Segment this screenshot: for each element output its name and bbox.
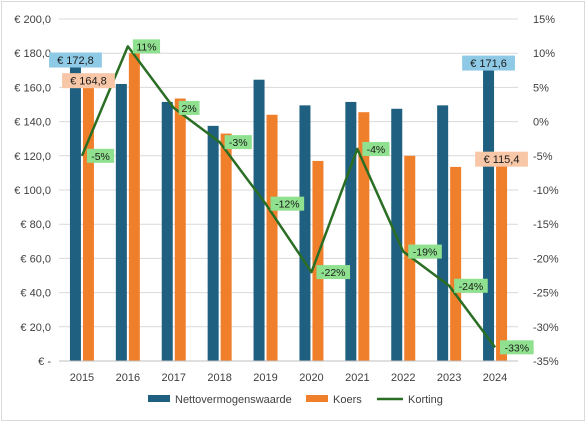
data-labels: -5% 11% 2% -3% -12% -22% -4% -19% -24% -33% € 172,…: [49, 39, 534, 355]
line-label: -24%: [459, 281, 484, 293]
bar-nettovermogenswaarde: [207, 125, 219, 361]
right-tick-label: 10%: [533, 48, 555, 60]
left-tick-label: € 100,0: [14, 185, 51, 197]
line-label: -19%: [413, 247, 438, 259]
left-tick-label: € 200,0: [14, 14, 51, 26]
category-label: 2017: [162, 372, 186, 384]
bar-nettovermogenswaarde: [161, 101, 173, 361]
line-label: 2%: [182, 103, 197, 115]
bar-label: € 115,4: [484, 154, 520, 166]
right-tick-label: -20%: [533, 253, 559, 265]
bar-koers: [174, 98, 186, 361]
bar-label-bg: [462, 55, 515, 71]
bar-label-bg: [475, 151, 528, 167]
category-label: 2018: [207, 372, 231, 384]
line-label-bg: [408, 244, 442, 259]
left-tick-label: € 60,0: [20, 253, 51, 265]
bar-nettovermogenswaarde: [69, 65, 81, 362]
bar-koers: [220, 133, 232, 361]
bar-nettovermogenswaarde: [253, 79, 265, 361]
grid-lines: [59, 18, 518, 328]
legend: Nettovermogenswaarde Koers Korting: [148, 394, 443, 406]
legend-label: Koers: [333, 394, 362, 406]
line-label-bg: [270, 196, 305, 211]
bar-koers: [496, 163, 508, 361]
category-label: 2019: [253, 372, 277, 384]
bar-nettovermogenswaarde: [115, 83, 127, 361]
right-tick-label: -10%: [533, 185, 559, 197]
legend-swatch: [148, 395, 170, 402]
category-label: 2020: [299, 372, 323, 384]
legend-label: Nettovermogenswaarde: [175, 394, 292, 406]
korting-line: [80, 45, 497, 349]
line-label: -33%: [505, 342, 530, 354]
left-tick-label: € 160,0: [14, 82, 51, 94]
category-label: 2022: [391, 372, 415, 384]
chart-frame: € - € 20,0 € 40,0 € 60,0 € 80,0 € 100,0 € 120,…: [1, 1, 585, 421]
legend-label: Korting: [408, 394, 443, 406]
right-tick-label: -15%: [533, 219, 559, 231]
line-label: -4%: [367, 144, 386, 156]
bar-nettovermogenswaarde: [299, 105, 311, 361]
bar-koers: [266, 114, 278, 361]
right-tick-label: -30%: [533, 322, 559, 334]
bar-koers: [312, 160, 324, 361]
category-label: 2023: [437, 372, 461, 384]
bar-label-bg: [49, 52, 102, 68]
right-tick-label: -25%: [533, 288, 559, 300]
line-label-bg: [316, 265, 351, 280]
left-tick-label: € 40,0: [20, 288, 51, 300]
line-label-bg: [132, 39, 161, 54]
bar-koers: [82, 79, 94, 361]
left-tick-label: € 180,0: [14, 48, 51, 60]
left-tick-label: € 80,0: [20, 219, 51, 231]
bar-koers: [450, 166, 462, 361]
category-label: 2015: [70, 372, 94, 384]
line-label: -3%: [229, 137, 248, 149]
category-label: 2021: [345, 372, 369, 384]
bar-label: € 172,8: [57, 55, 94, 67]
line-label-bg: [224, 135, 252, 150]
left-tick-label: € 140,0: [14, 117, 51, 129]
bar-koers: [128, 53, 140, 361]
bar-label: € 171,6: [470, 58, 507, 70]
line-label-bg: [500, 340, 534, 355]
line-label-bg: [362, 141, 390, 156]
category-label: 2016: [116, 372, 140, 384]
line-label: -12%: [275, 199, 300, 211]
category-label: 2024: [483, 372, 507, 384]
line-label: 11%: [136, 41, 156, 53]
axes: € - € 20,0 € 40,0 € 60,0 € 80,0 € 100,0 € 120,…: [14, 14, 559, 384]
korting-line-group: [80, 45, 497, 349]
left-tick-label: € 120,0: [14, 151, 51, 163]
right-tick-label: 5%: [533, 82, 549, 94]
chart: € - € 20,0 € 40,0 € 60,0 € 80,0 € 100,0 € 120,…: [14, 14, 559, 406]
right-tick-label: -5%: [533, 151, 553, 163]
line-label: -5%: [91, 151, 110, 163]
left-tick-label: € -: [38, 356, 51, 368]
bar-nettovermogenswaarde: [483, 67, 495, 362]
bar-nettovermogenswaarde: [345, 101, 357, 361]
line-label-bg: [86, 148, 115, 163]
right-tick-label: 15%: [533, 14, 555, 26]
left-tick-label: € 20,0: [20, 322, 51, 334]
bar-nettovermogenswaarde: [437, 105, 449, 361]
line-label-bg: [178, 100, 200, 115]
bar-koers: [358, 112, 370, 361]
right-tick-label: -35%: [533, 356, 559, 368]
line-label: -22%: [321, 267, 346, 279]
bar-label-bg: [62, 73, 115, 89]
bar-label: € 164,8: [70, 76, 107, 88]
line-label-bg: [454, 278, 488, 293]
right-tick-label: 0%: [533, 117, 549, 129]
legend-swatch: [306, 395, 328, 402]
